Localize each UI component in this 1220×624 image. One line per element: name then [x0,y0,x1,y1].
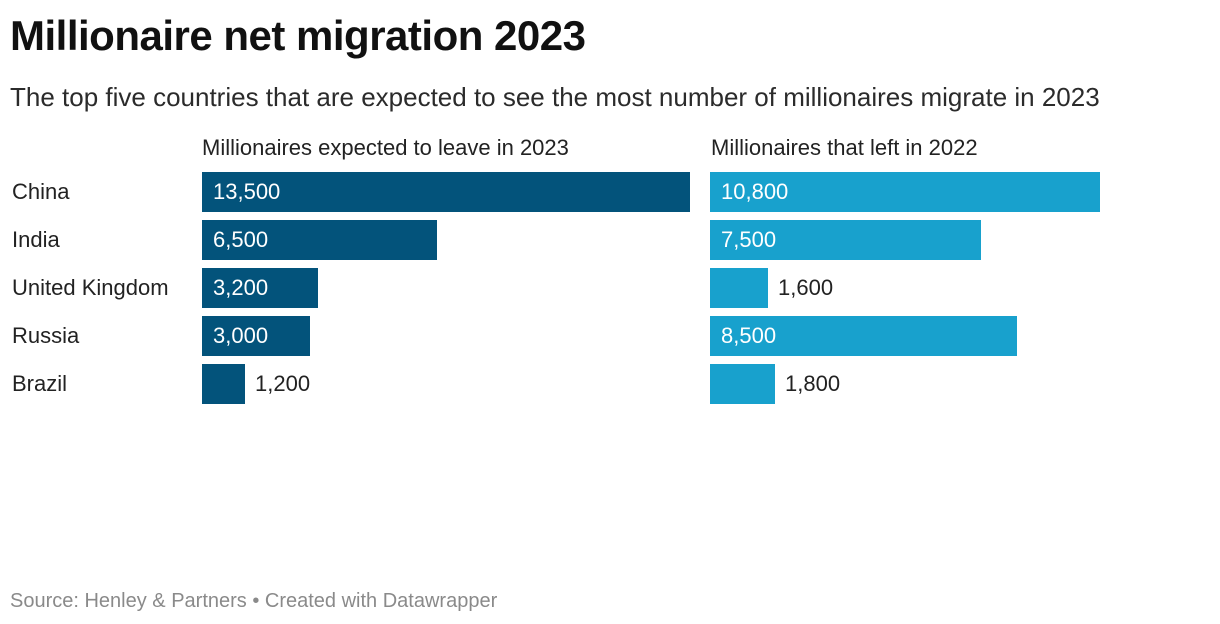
data-label-series-1-china: 13,500 [213,179,281,204]
bar-series-2-brazil [710,364,775,404]
data-label-series-1-india: 6,500 [213,227,269,252]
bar-series-1-russia [202,316,310,356]
row-label-united-kingdom: United Kingdom [12,275,169,300]
data-label-series-2-brazil: 1,800 [785,371,841,396]
series-2-header: Millionaires that left in 2022 [711,135,978,160]
series-1-header: Millionaires expected to leave in 2023 [202,135,569,160]
bar-series-2-russia [710,316,1017,356]
bar-series-2-india [710,220,981,260]
chart-subtitle: The top five countries that are expected… [10,82,1100,112]
data-label-series-2-russia: 8,500 [721,323,777,348]
bar-series-1-india [202,220,437,260]
bar-series-2-united-kingdom [710,268,768,308]
data-label-series-2-united-kingdom: 1,600 [778,275,834,300]
row-label-china: China [12,179,70,204]
data-label-series-1-russia: 3,000 [213,323,269,348]
bar-series-1-brazil [202,364,245,404]
data-label-series-2-india: 7,500 [721,227,777,252]
data-label-series-1-brazil: 1,200 [255,371,311,396]
row-label-russia: Russia [12,323,80,348]
row-label-india: India [12,227,60,252]
bar-series-1-china [202,172,690,212]
data-label-series-2-china: 10,800 [721,179,789,204]
data-label-series-1-united-kingdom: 3,200 [213,275,269,300]
row-label-brazil: Brazil [12,371,68,396]
bar-series-1-united-kingdom [202,268,318,308]
chart-title: Millionaire net migration 2023 [10,12,586,59]
source-footer: Source: Henley & Partners • Created with… [10,590,498,612]
bar-series-2-china [710,172,1100,212]
